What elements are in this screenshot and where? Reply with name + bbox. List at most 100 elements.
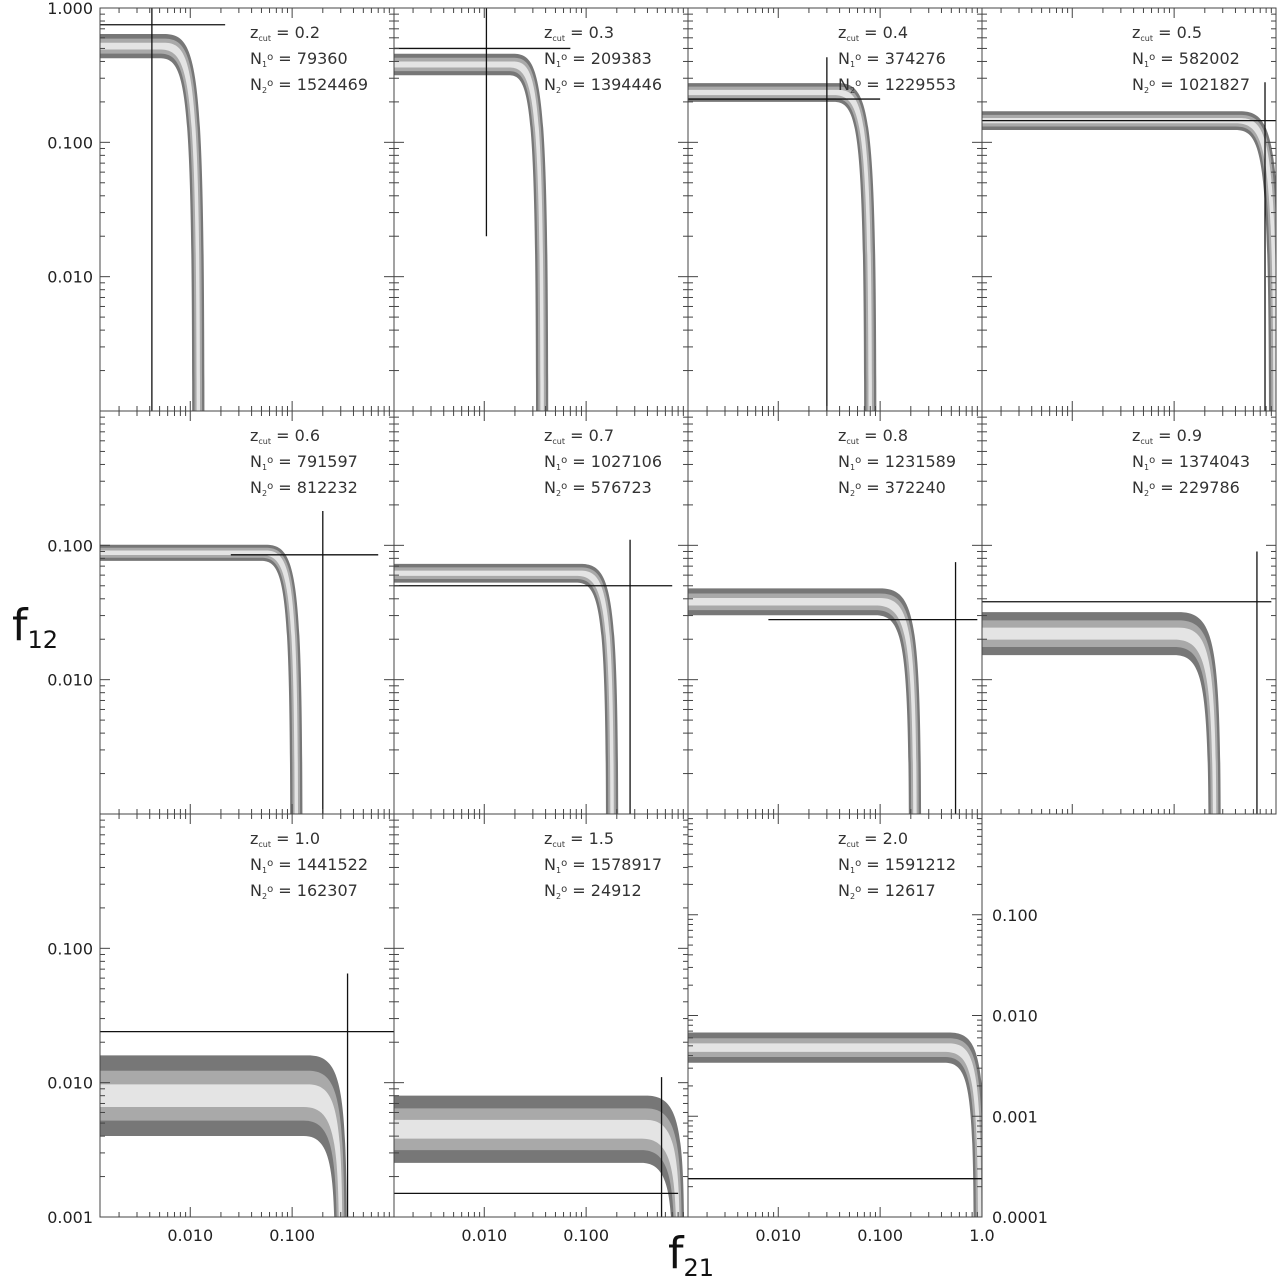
panel-frame <box>99 410 395 815</box>
panel-4: zcut = 0.5 N1o = 582002 N2o = 1021827 <box>981 7 1277 412</box>
annotation-n1: N1o = 1591212 <box>838 855 956 875</box>
band-mid <box>100 38 203 411</box>
panel-1: zcut = 0.2 N1o = 79360 N2o = 1524469 1.000 0… <box>47 0 395 412</box>
annotation-zcut: zcut = 1.5 <box>544 829 614 849</box>
panel-8: zcut = 0.9 N1o = 1374043 N2o = 229786 <box>981 410 1277 815</box>
annotation-n2: N2o = 24912 <box>544 881 642 901</box>
panel-frame <box>393 410 689 815</box>
band-outer <box>394 563 619 814</box>
x-axis-title: f21 <box>668 1228 714 1280</box>
panel-11: zcut = 2.0 N1o = 1591212 N2o = 12617 0.010 0… <box>687 813 1048 1245</box>
panel-frame <box>981 410 1277 815</box>
x-tick-label: 0.100 <box>857 1226 903 1245</box>
annotation-n1: N1o = 1441522 <box>250 855 368 875</box>
panel-plot-area <box>100 511 379 814</box>
annotation-n1: N1o = 791597 <box>250 452 358 472</box>
panel-frame <box>99 7 395 412</box>
panel-plot-area <box>982 551 1272 814</box>
band-inner <box>100 550 299 814</box>
band-inner <box>394 1119 680 1217</box>
x-tick-label: 0.010 <box>755 1226 801 1245</box>
band-inner <box>688 598 917 814</box>
annotation-zcut: zcut = 0.3 <box>544 23 614 43</box>
annotation-n2: N2o = 1524469 <box>250 75 368 95</box>
right-y-tick-label: 0.100 <box>992 906 1038 925</box>
annotation-zcut: zcut = 0.9 <box>1132 426 1202 446</box>
y-tick-label: 0.100 <box>47 939 93 958</box>
panel-plot-area <box>394 1077 685 1217</box>
y-tick-label: 0.010 <box>47 1074 93 1093</box>
annotation-n2: N2o = 576723 <box>544 478 652 498</box>
panel-3: zcut = 0.4 N1o = 374276 N2o = 1229553 <box>687 7 983 412</box>
annotation-n1: N1o = 1374043 <box>1132 452 1250 472</box>
annotation-zcut: zcut = 0.6 <box>250 426 320 446</box>
x-tick-label: 0.010 <box>461 1226 507 1245</box>
band-inner <box>394 570 614 814</box>
panel-frame <box>687 813 983 1218</box>
band-mid <box>394 57 546 411</box>
band-outer <box>688 588 922 814</box>
x-tick-label: 0.100 <box>269 1226 315 1245</box>
right-y-tick-label: 0.0001 <box>992 1208 1048 1227</box>
x-tick-label: 0.100 <box>563 1226 609 1245</box>
band-mid <box>688 86 875 411</box>
annotation-zcut: zcut = 0.8 <box>838 426 908 446</box>
annotation-zcut: zcut = 0.7 <box>544 426 614 446</box>
annotation-n1: N1o = 1231589 <box>838 452 956 472</box>
panel-plot-area <box>100 973 394 1217</box>
y-tick-label: 1.000 <box>47 0 93 18</box>
panel-6: zcut = 0.7 N1o = 1027106 N2o = 576723 <box>393 410 689 815</box>
y-tick-label: 0.100 <box>47 536 93 555</box>
band-mid <box>688 1038 982 1217</box>
panel-5: zcut = 0.6 N1o = 791597 N2o = 812232 0.100 0… <box>47 410 395 815</box>
panel-10: zcut = 1.5 N1o = 1578917 N2o = 24912 0.010 0… <box>393 813 689 1245</box>
annotation-n1: N1o = 209383 <box>544 49 652 69</box>
y-tick-label: 0.010 <box>47 268 93 287</box>
band-outer <box>100 544 303 814</box>
panel-plot-area <box>100 8 226 411</box>
annotation-n1: N1o = 1578917 <box>544 855 662 875</box>
annotation-n2: N2o = 812232 <box>250 478 358 498</box>
annotation-zcut: zcut = 1.0 <box>250 829 320 849</box>
band-outer <box>982 111 1276 411</box>
panel-plot-area <box>394 8 571 411</box>
band-mid <box>100 547 301 814</box>
panel-plot-area <box>688 562 978 814</box>
band-outer <box>100 34 205 411</box>
right-y-tick-label: 0.001 <box>992 1107 1038 1126</box>
panel-grid: zcut = 0.2 N1o = 79360 N2o = 1524469 1.000 0… <box>47 0 1277 1245</box>
annotation-n1: N1o = 374276 <box>838 49 946 69</box>
y-tick-label: 0.010 <box>47 671 93 690</box>
right-y-tick-label: 0.010 <box>992 1007 1038 1026</box>
annotation-n2: N2o = 229786 <box>1132 478 1240 498</box>
annotation-n1: N1o = 79360 <box>250 49 348 69</box>
band-mid <box>982 114 1276 411</box>
y-tick-label: 0.100 <box>47 133 93 152</box>
panel-frame <box>981 7 1277 412</box>
band-mid <box>394 567 616 814</box>
y-axis-title: f12 <box>12 600 58 654</box>
panel-7: zcut = 0.8 N1o = 1231589 N2o = 372240 <box>687 410 983 815</box>
panel-frame <box>99 813 395 1218</box>
annotation-n1: N1o = 1027106 <box>544 452 662 472</box>
annotation-zcut: zcut = 2.0 <box>838 829 908 849</box>
band-inner <box>982 627 1217 814</box>
annotation-n2: N2o = 1229553 <box>838 75 956 95</box>
y-tick-label: 0.001 <box>47 1208 93 1227</box>
band-inner <box>394 61 544 411</box>
annotation-n2: N2o = 12617 <box>838 881 936 901</box>
panel-plot-area <box>394 539 673 814</box>
band-mid <box>688 593 919 814</box>
panel-plot-area <box>688 1032 982 1217</box>
band-inner <box>982 118 1276 411</box>
annotation-zcut: zcut = 0.5 <box>1132 23 1202 43</box>
annotation-n2: N2o = 372240 <box>838 478 946 498</box>
annotation-n1: N1o = 582002 <box>1132 49 1240 69</box>
annotation-n2: N2o = 1021827 <box>1132 75 1250 95</box>
annotation-zcut: zcut = 0.2 <box>250 23 320 43</box>
x-tick-label: 1.0 <box>969 1226 994 1245</box>
panel-9: zcut = 1.0 N1o = 1441522 N2o = 162307 0.100… <box>47 813 395 1245</box>
panel-plot-area <box>688 57 881 411</box>
band-inner <box>100 42 201 411</box>
band-outer <box>688 83 877 411</box>
